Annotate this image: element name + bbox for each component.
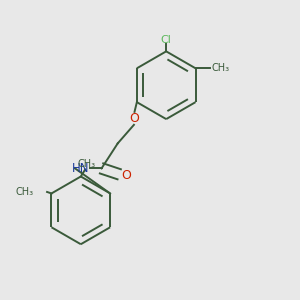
Text: CH₃: CH₃: [212, 63, 230, 73]
Text: Cl: Cl: [161, 35, 172, 45]
Text: O: O: [121, 169, 131, 182]
Text: HN: HN: [72, 162, 90, 175]
Text: CH₃: CH₃: [16, 187, 34, 197]
Text: O: O: [129, 112, 139, 125]
Text: CH₃: CH₃: [78, 159, 96, 169]
